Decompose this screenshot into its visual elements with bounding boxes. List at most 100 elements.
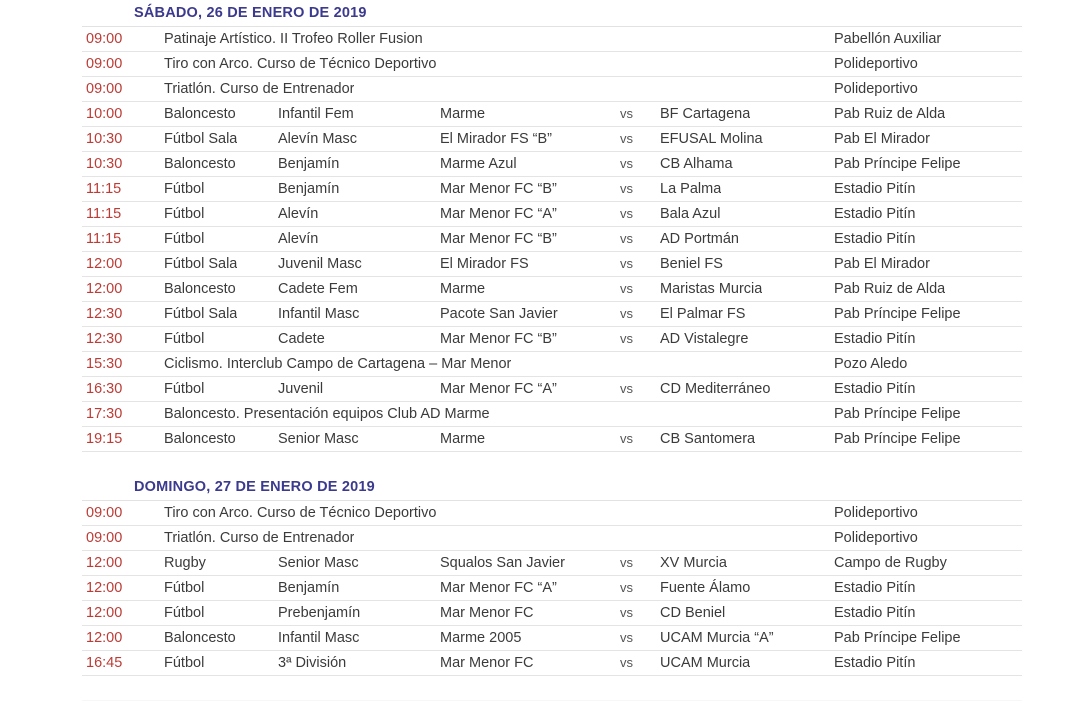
event-away-team: CB Alhama — [660, 156, 733, 172]
event-venue: Campo de Rugby — [834, 555, 947, 571]
event-home-team: Mar Menor FC “B” — [440, 181, 557, 197]
event-away-team: AD Portmán — [660, 231, 739, 247]
event-venue: Polideportivo — [834, 530, 918, 546]
event-away-team: CB Santomera — [660, 431, 756, 447]
schedule-row: 17:30 Baloncesto. Presentación equipos Cl… — [82, 402, 1022, 427]
event-away-team: Bala Azul — [660, 206, 721, 222]
event-sport: Fútbol — [164, 580, 205, 596]
event-away-team: Fuente Álamo — [660, 580, 751, 596]
event-venue: Pabellón Auxiliar — [834, 31, 942, 47]
event-venue: Estadio Pitín — [834, 231, 916, 247]
schedule-row: 09:00 Triatlón. Curso de Entrenador Polide… — [82, 77, 1022, 102]
event-time: 10:30 — [86, 156, 123, 172]
versus-label: vs — [620, 281, 633, 296]
event-time: 12:30 — [86, 331, 123, 347]
event-away-team: El Palmar FS — [660, 306, 746, 322]
event-description: Triatlón. Curso de Entrenador — [164, 81, 355, 97]
event-time: 11:15 — [86, 181, 122, 197]
event-venue: Pab Príncipe Felipe — [834, 156, 961, 172]
event-venue: Pab El Mirador — [834, 256, 930, 272]
event-time: 12:00 — [86, 580, 123, 596]
event-category: Alevín — [278, 231, 319, 247]
event-away-team: CD Beniel — [660, 605, 726, 621]
event-venue: Polideportivo — [834, 56, 918, 72]
event-sport: Rugby — [164, 555, 206, 571]
event-venue: Pab Ruiz de Alda — [834, 106, 946, 122]
schedule-row: 16:30 Fútbol Juvenil Mar Menor FC “A” vs CD M… — [82, 377, 1022, 402]
event-venue: Estadio Pitín — [834, 605, 916, 621]
event-home-team: Marme Azul — [440, 156, 517, 172]
schedule-row — [82, 676, 1022, 701]
event-time: 17:30 — [86, 406, 123, 422]
event-category: Cadete Fem — [278, 281, 358, 297]
event-time: 12:00 — [86, 630, 123, 646]
versus-label: vs — [620, 431, 633, 446]
versus-label: vs — [620, 580, 633, 595]
day-header-row: DOMINGO, 27 DE ENERO DE 2019 — [82, 474, 1022, 501]
event-time: 09:00 — [86, 505, 123, 521]
event-home-team: Mar Menor FC “B” — [440, 331, 557, 347]
event-home-team: Mar Menor FC “B” — [440, 231, 557, 247]
event-category: Alevín — [278, 206, 319, 222]
versus-label: vs — [620, 555, 633, 570]
event-category: Benjamín — [278, 181, 340, 197]
event-time: 12:30 — [86, 306, 123, 322]
schedule-row: 12:00 Fútbol Benjamín Mar Menor FC “A” vs Fue… — [82, 576, 1022, 601]
event-sport: Fútbol — [164, 381, 205, 397]
event-category: Infantil Masc — [278, 306, 360, 322]
event-description: Patinaje Artístico. II Trofeo Roller Fus… — [164, 31, 423, 47]
event-away-team: UCAM Murcia — [660, 655, 751, 671]
event-venue: Estadio Pitín — [834, 655, 916, 671]
event-venue: Pab Príncipe Felipe — [834, 406, 961, 422]
event-venue: Estadio Pitín — [834, 381, 916, 397]
event-venue: Estadio Pitín — [834, 331, 916, 347]
day-title: DOMINGO, 27 DE ENERO DE 2019 — [134, 479, 375, 495]
event-time: 09:00 — [86, 31, 123, 47]
event-venue: Polideportivo — [834, 81, 918, 97]
event-sport: Fútbol Sala — [164, 306, 238, 322]
event-away-team: BF Cartagena — [660, 106, 751, 122]
event-time: 12:00 — [86, 281, 123, 297]
event-time: 09:00 — [86, 56, 123, 72]
schedule-row: 11:15 Fútbol Alevín Mar Menor FC “A” vs Bala … — [82, 202, 1022, 227]
event-away-team: AD Vistalegre — [660, 331, 749, 347]
event-category: Prebenjamín — [278, 605, 361, 621]
event-venue: Pozo Aledo — [834, 356, 908, 372]
schedule-row: 09:00 Patinaje Artístico. II Trofeo Rolle… — [82, 27, 1022, 52]
schedule-row: 12:00 Rugby Senior Masc Squalos San Javier v… — [82, 551, 1022, 576]
event-sport: Baloncesto — [164, 630, 236, 646]
event-category: Infantil Masc — [278, 630, 360, 646]
versus-label: vs — [620, 181, 633, 196]
event-time: 10:00 — [86, 106, 123, 122]
schedule-row: 12:30 Fútbol Cadete Mar Menor FC “B” vs AD Vi… — [82, 327, 1022, 352]
event-category: Infantil Fem — [278, 106, 354, 122]
event-time: 11:15 — [86, 206, 122, 222]
event-home-team: Mar Menor FC — [440, 605, 534, 621]
event-category: 3ª División — [278, 655, 347, 671]
event-sport: Fútbol — [164, 331, 205, 347]
versus-label: vs — [620, 231, 633, 246]
event-description: Ciclismo. Interclub Campo de Cartagena –… — [164, 356, 512, 372]
event-home-team: Mar Menor FC “A” — [440, 381, 557, 397]
day-header-row: SÁBADO, 26 DE ENERO DE 2019 — [82, 0, 1022, 27]
event-time: 16:30 — [86, 381, 123, 397]
event-category: Senior Masc — [278, 431, 359, 447]
versus-label: vs — [620, 156, 633, 171]
versus-label: vs — [620, 206, 633, 221]
section-spacer — [82, 452, 1022, 474]
event-time: 16:45 — [86, 655, 123, 671]
event-venue: Pab El Mirador — [834, 131, 930, 147]
schedule-row: 11:15 Fútbol Alevín Mar Menor FC “B” vs AD Po… — [82, 227, 1022, 252]
schedule-row: 16:45 Fútbol 3ª División Mar Menor FC vs UCAM… — [82, 651, 1022, 676]
event-away-team: La Palma — [660, 181, 722, 197]
schedule-row: 09:00 Triatlón. Curso de Entrenador Polide… — [82, 526, 1022, 551]
schedule-row: 12:00 Baloncesto Cadete Fem Marme vs Maristas… — [82, 277, 1022, 302]
event-sport: Fútbol — [164, 231, 205, 247]
versus-label: vs — [620, 256, 633, 271]
event-category: Benjamín — [278, 580, 340, 596]
event-category: Benjamín — [278, 156, 340, 172]
event-home-team: Marme — [440, 106, 486, 122]
versus-label: vs — [620, 381, 633, 396]
event-sport: Fútbol — [164, 181, 205, 197]
versus-label: vs — [620, 605, 633, 620]
